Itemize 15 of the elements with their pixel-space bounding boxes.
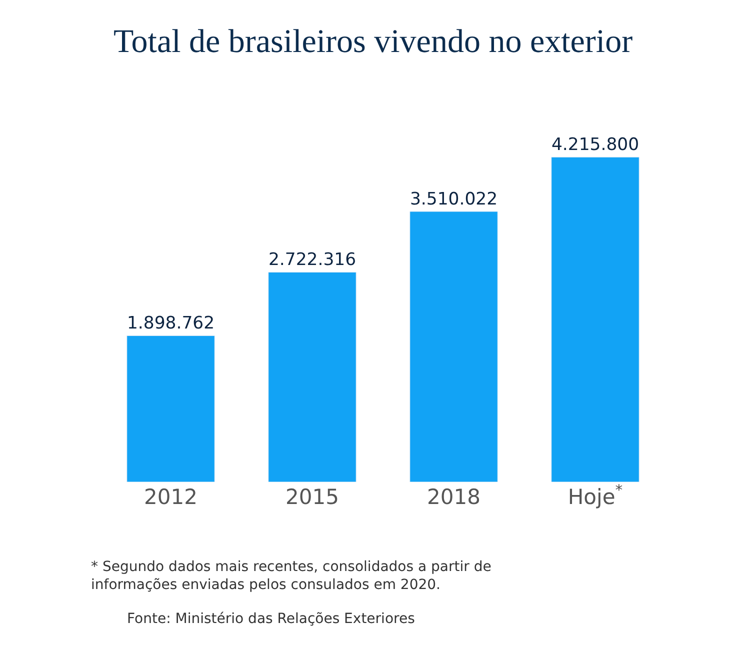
bar xyxy=(126,335,215,482)
data-label: 4.215.800 xyxy=(551,134,640,155)
source-note: Fonte: Ministério das Relações Exteriores xyxy=(127,611,415,627)
data-label: 3.510.022 xyxy=(410,189,498,210)
bar xyxy=(410,211,498,482)
text: * Segundo dados mais recentes, consolidados a partir de informações enviadas pelos consulados em 2020. xyxy=(91,559,492,594)
x-tick-label: 2012 xyxy=(144,485,198,509)
x-tick-label: Hoje$^{*}$ xyxy=(568,482,623,509)
x-tick-label: 2018 xyxy=(427,485,480,509)
data-label: 2.722.316 xyxy=(268,250,356,270)
bar xyxy=(268,272,356,482)
bar xyxy=(551,156,640,482)
data-label: 1.898.762 xyxy=(126,314,215,334)
chart-title: Total de brasileiros vivendo no exterior xyxy=(113,24,633,60)
x-tick-label: 2015 xyxy=(286,485,339,509)
